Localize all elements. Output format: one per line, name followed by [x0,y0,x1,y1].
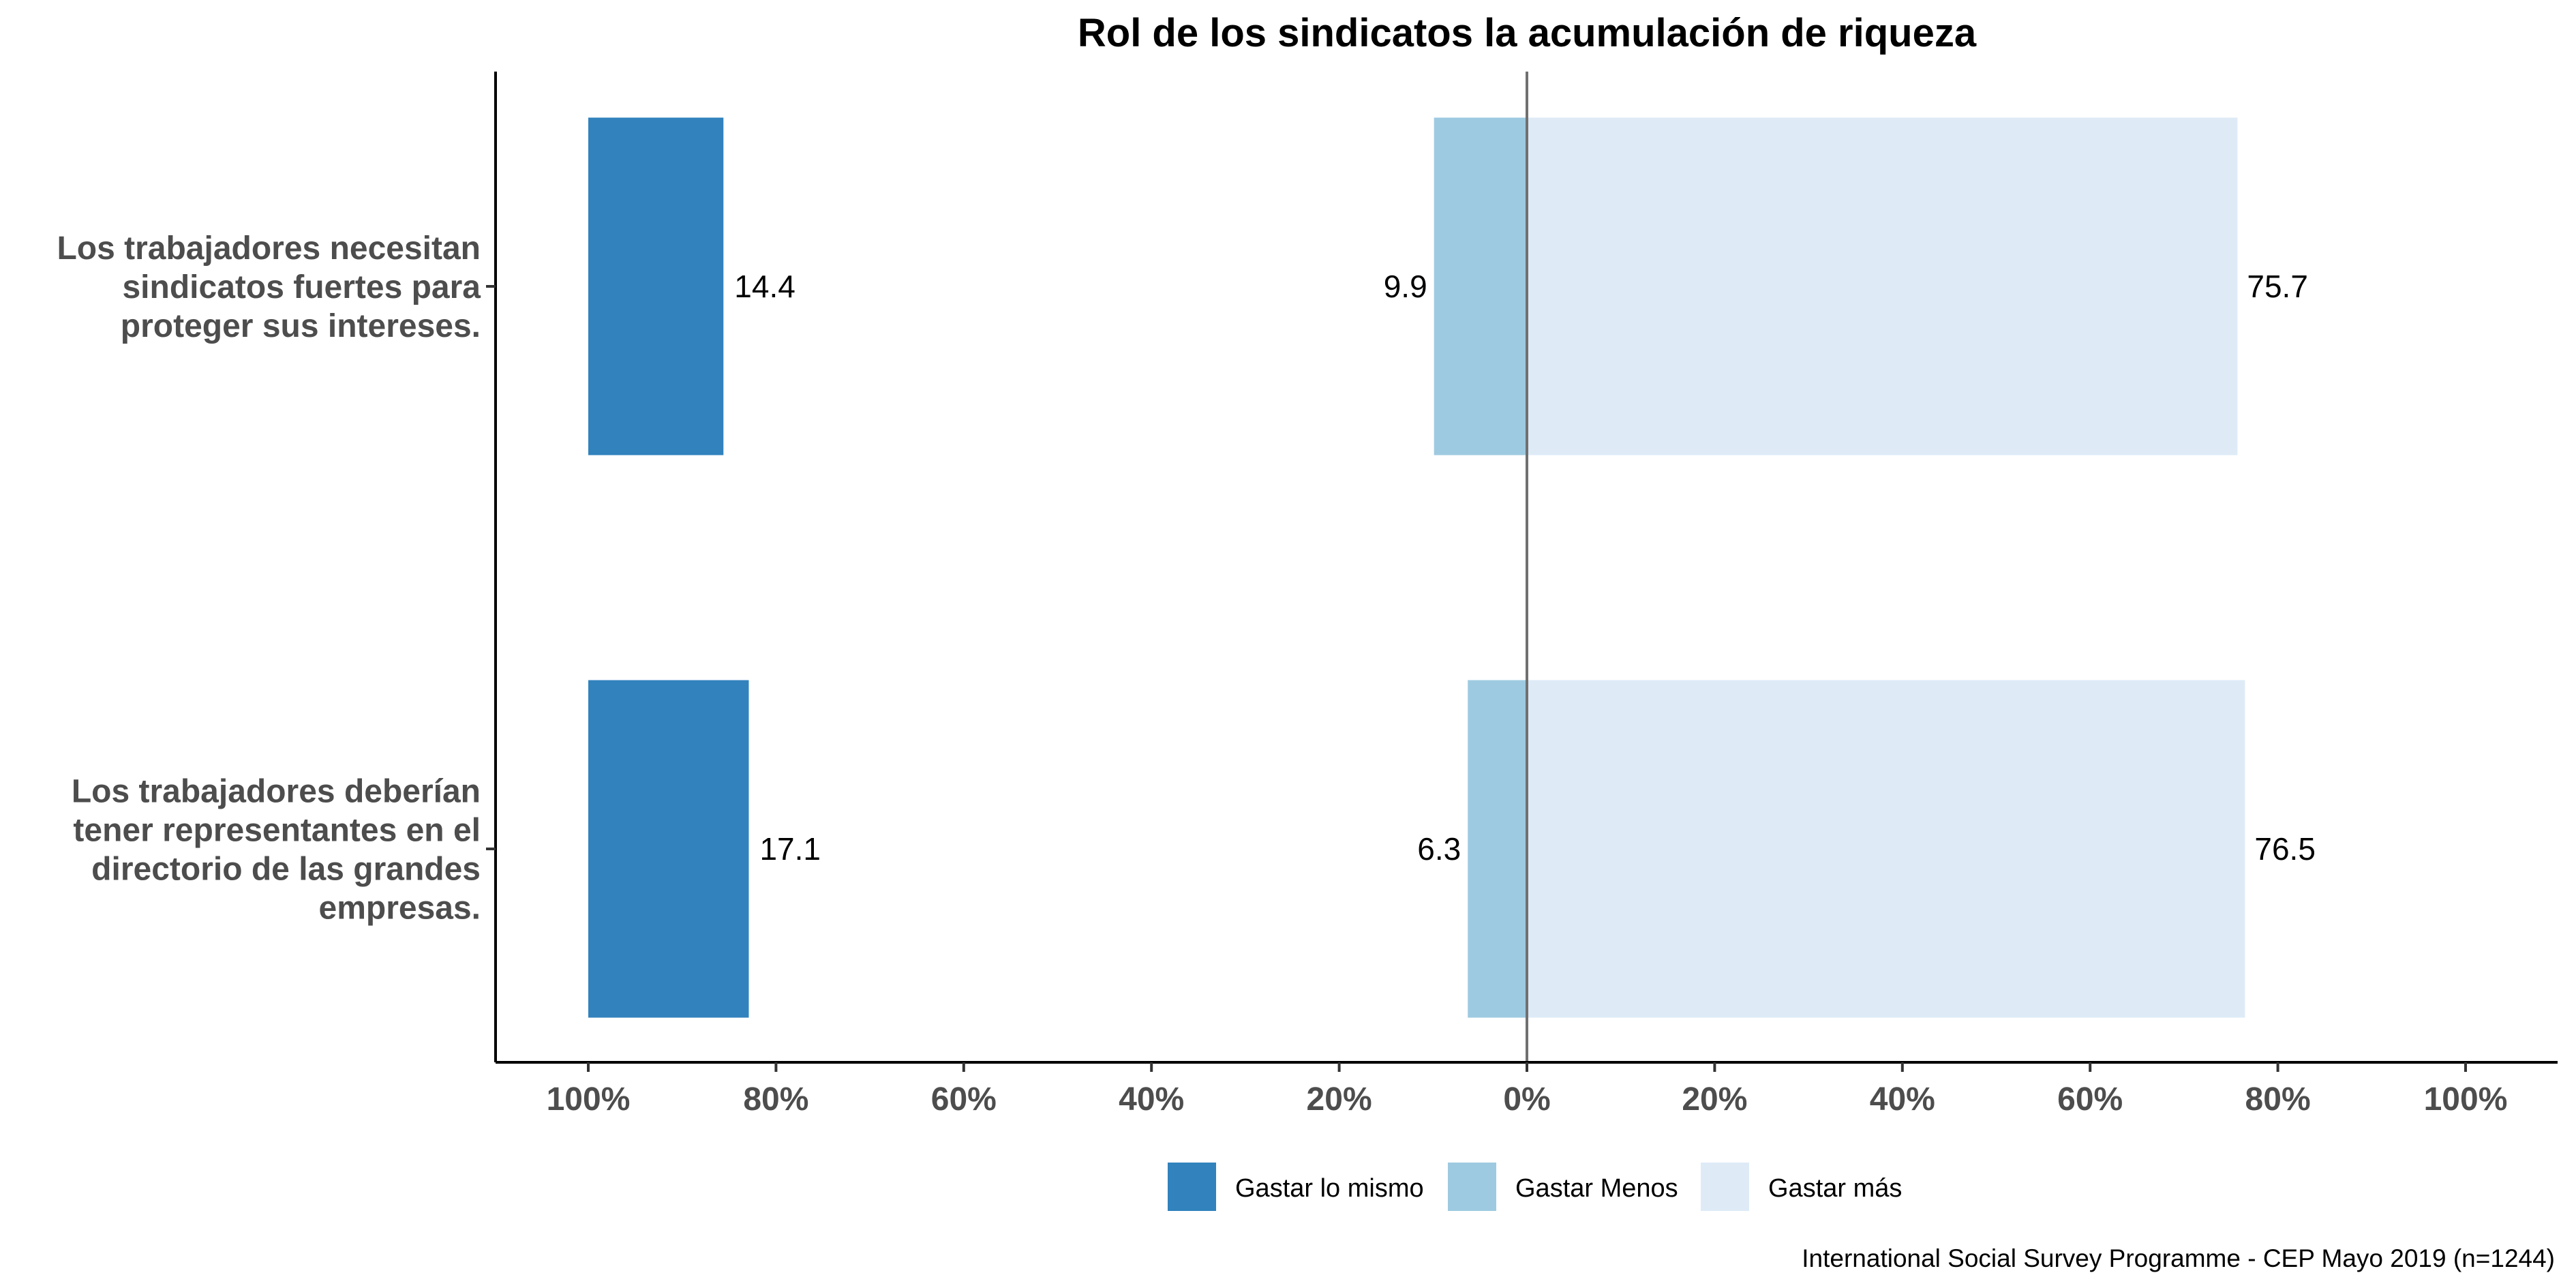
data-label-gastar-lo-mismo-2: 17.1 [759,831,821,867]
category-label-line: Los trabajadores necesitan [57,230,481,267]
x-tick-label: 20% [1682,1081,1747,1118]
x-tick-label: 80% [2245,1081,2311,1118]
legend: Gastar lo mismo Gastar Menos Gastar más [1168,1163,1902,1211]
legend-swatch [1701,1163,1749,1211]
bars-layer [588,117,2245,1018]
data-label-gastar-lo-mismo-1: 14.4 [734,269,795,304]
x-tick-label: 60% [2057,1081,2123,1118]
data-labels: 14.4 9.9 75.7 17.1 6.3 76.5 [734,269,2316,867]
x-tick-label: 80% [743,1081,808,1118]
data-label-gastar-menos-2: 6.3 [1417,831,1461,867]
bar-gastar-menos-1 [1434,117,1527,455]
x-tick-label: 0% [1503,1081,1550,1118]
category-label-line: directorio de las grandes [91,852,481,888]
bar-gastar-lo-mismo-2 [588,680,749,1018]
x-tick-label: 60% [931,1081,997,1118]
legend-swatch [1448,1163,1496,1211]
bar-gastar-lo-mismo-1 [588,117,724,455]
x-tick-label: 40% [1870,1081,1935,1118]
category-label-line: empresas. [319,890,481,927]
x-tick-label: 40% [1119,1081,1184,1118]
data-label-gastar-menos-1: 9.9 [1384,269,1427,304]
category-label-line: Los trabajadores deberían [72,774,481,810]
data-label-gastar-mas-2: 76.5 [2254,831,2316,867]
bar-gastar-mas-1 [1527,117,2238,455]
bar-gastar-mas-2 [1527,680,2245,1018]
x-axis-ticks: 100% 80% 60% 40% 20% 0% 20% 40% 60% 80% 100% [547,1062,2508,1118]
legend-label: Gastar más [1768,1174,1902,1203]
legend-swatch [1168,1163,1216,1211]
category-label-line: proteger sus intereses. [121,308,481,344]
x-tick-label: 100% [2424,1081,2508,1118]
bar-gastar-menos-2 [1468,680,1527,1018]
chart-title: Rol de los sindicatos la acumulación de … [1078,11,1977,55]
legend-label: Gastar Menos [1515,1174,1678,1203]
category-label-line: sindicatos fuertes para [122,269,481,305]
x-tick-label: 20% [1307,1081,1372,1118]
x-tick-label: 100% [547,1081,631,1118]
chart-caption: International Social Survey Programme - … [1802,1244,2555,1272]
category-label-line: tener representantes en el [73,813,481,849]
legend-label: Gastar lo mismo [1235,1174,1424,1203]
data-label-gastar-mas-1: 75.7 [2247,269,2308,304]
